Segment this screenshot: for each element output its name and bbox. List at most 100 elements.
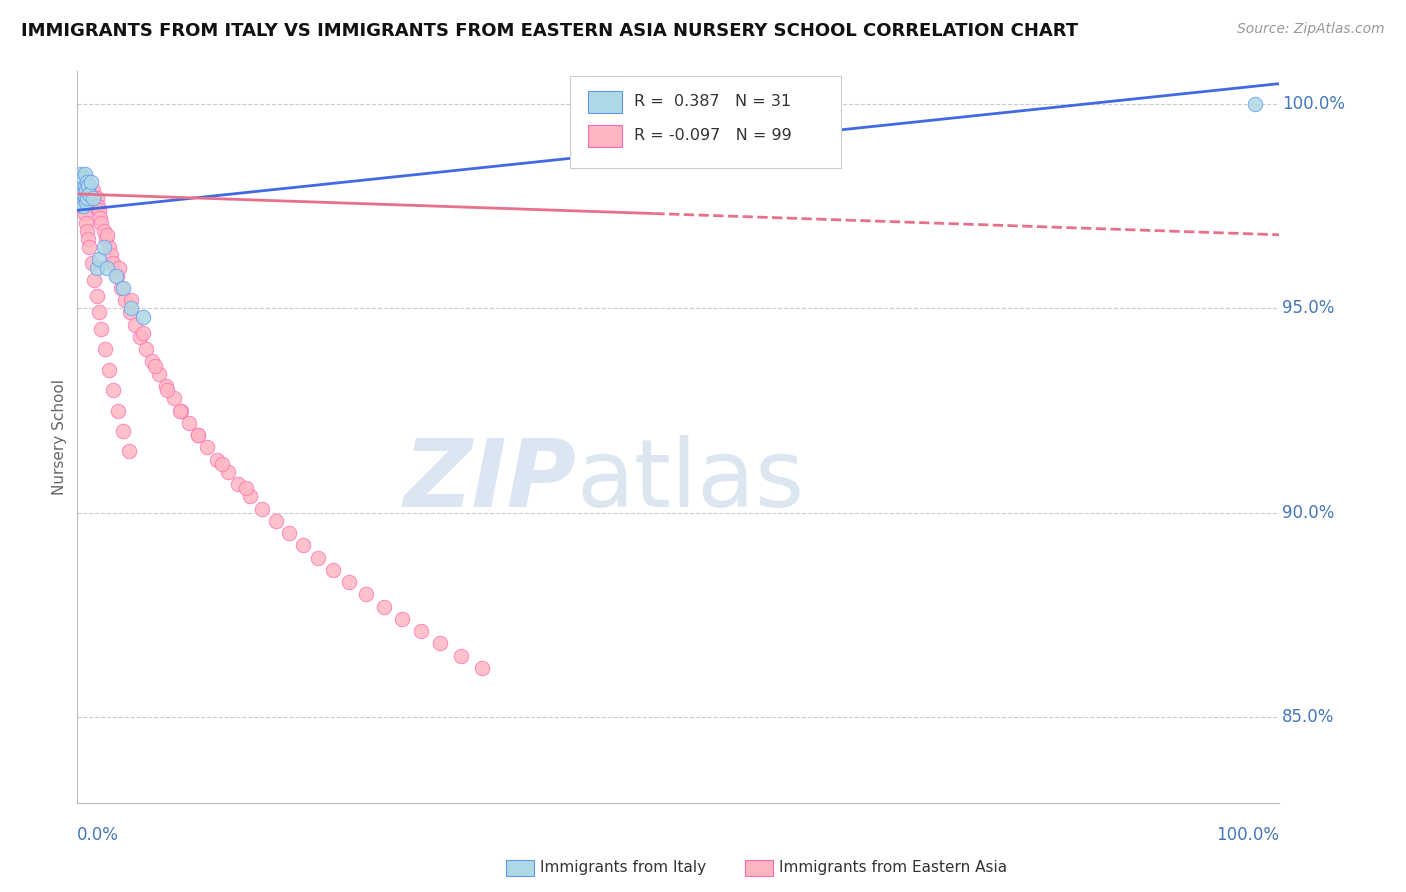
- Point: [120, 293, 142, 308]
- Point: [120, 305, 142, 319]
- Point: [429, 636, 451, 650]
- Point: [94, 343, 117, 357]
- Point: [83, 191, 105, 205]
- Text: 95.0%: 95.0%: [1282, 300, 1334, 318]
- Point: [72, 191, 94, 205]
- Point: [108, 260, 131, 275]
- Text: 100.0%: 100.0%: [1282, 95, 1346, 113]
- Point: [80, 256, 103, 270]
- Point: [79, 178, 101, 193]
- Point: [69, 175, 91, 189]
- FancyBboxPatch shape: [571, 77, 841, 168]
- Point: [72, 199, 94, 213]
- Point: [96, 227, 118, 242]
- Point: [70, 195, 93, 210]
- Point: [79, 240, 101, 254]
- Point: [80, 195, 103, 210]
- Text: 0.0%: 0.0%: [77, 826, 120, 844]
- Point: [141, 354, 163, 368]
- Point: [252, 501, 274, 516]
- Point: [73, 207, 96, 221]
- Point: [76, 224, 98, 238]
- Point: [86, 191, 108, 205]
- Point: [70, 191, 93, 205]
- Point: [75, 195, 97, 210]
- Point: [93, 240, 115, 254]
- Point: [162, 391, 184, 405]
- Point: [118, 444, 141, 458]
- Point: [373, 599, 395, 614]
- Point: [87, 203, 110, 218]
- Point: [70, 191, 93, 205]
- Point: [75, 183, 97, 197]
- Point: [87, 252, 110, 267]
- Point: [411, 624, 433, 639]
- Point: [72, 199, 94, 213]
- Point: [1244, 97, 1267, 112]
- Point: [96, 232, 118, 246]
- Point: [76, 175, 98, 189]
- Point: [186, 428, 209, 442]
- Point: [75, 215, 97, 229]
- Point: [69, 186, 91, 201]
- Point: [217, 465, 239, 479]
- Point: [111, 424, 134, 438]
- Point: [70, 175, 93, 189]
- Point: [73, 167, 96, 181]
- Point: [292, 538, 315, 552]
- Point: [70, 183, 93, 197]
- Text: R = -0.097   N = 99: R = -0.097 N = 99: [634, 128, 792, 144]
- Point: [155, 379, 177, 393]
- Point: [79, 186, 101, 201]
- Point: [67, 183, 90, 197]
- Point: [90, 322, 112, 336]
- Point: [73, 178, 96, 193]
- Point: [228, 477, 250, 491]
- Text: 100.0%: 100.0%: [1216, 826, 1279, 844]
- Point: [132, 310, 155, 324]
- Point: [114, 293, 136, 308]
- Point: [211, 457, 233, 471]
- Point: [70, 170, 93, 185]
- Text: ZIP: ZIP: [404, 435, 576, 527]
- Point: [322, 563, 344, 577]
- Point: [76, 175, 98, 189]
- Point: [75, 183, 97, 197]
- Point: [67, 178, 90, 193]
- Point: [104, 268, 127, 283]
- Point: [97, 362, 120, 376]
- FancyBboxPatch shape: [588, 126, 621, 147]
- Point: [93, 224, 115, 238]
- Point: [73, 199, 96, 213]
- Point: [170, 403, 193, 417]
- Point: [72, 186, 94, 201]
- Point: [105, 268, 128, 283]
- Point: [72, 178, 94, 193]
- Point: [97, 240, 120, 254]
- Point: [86, 289, 108, 303]
- Text: 85.0%: 85.0%: [1282, 708, 1334, 726]
- Point: [337, 575, 360, 590]
- Text: Source: ZipAtlas.com: Source: ZipAtlas.com: [1237, 22, 1385, 37]
- Point: [186, 428, 209, 442]
- Point: [79, 175, 101, 189]
- Point: [72, 170, 94, 185]
- Text: Immigrants from Eastern Asia: Immigrants from Eastern Asia: [779, 861, 1007, 875]
- Point: [70, 195, 93, 210]
- Point: [86, 260, 108, 275]
- Point: [111, 281, 134, 295]
- Point: [148, 367, 170, 381]
- Point: [69, 170, 91, 185]
- Point: [354, 587, 377, 601]
- Point: [120, 301, 142, 316]
- Point: [124, 318, 146, 332]
- Point: [75, 195, 97, 210]
- Point: [103, 256, 125, 270]
- Point: [70, 186, 93, 201]
- Point: [87, 305, 110, 319]
- Point: [79, 186, 101, 201]
- Point: [77, 191, 100, 205]
- Point: [82, 183, 104, 197]
- Text: atlas: atlas: [576, 435, 804, 527]
- Point: [69, 191, 91, 205]
